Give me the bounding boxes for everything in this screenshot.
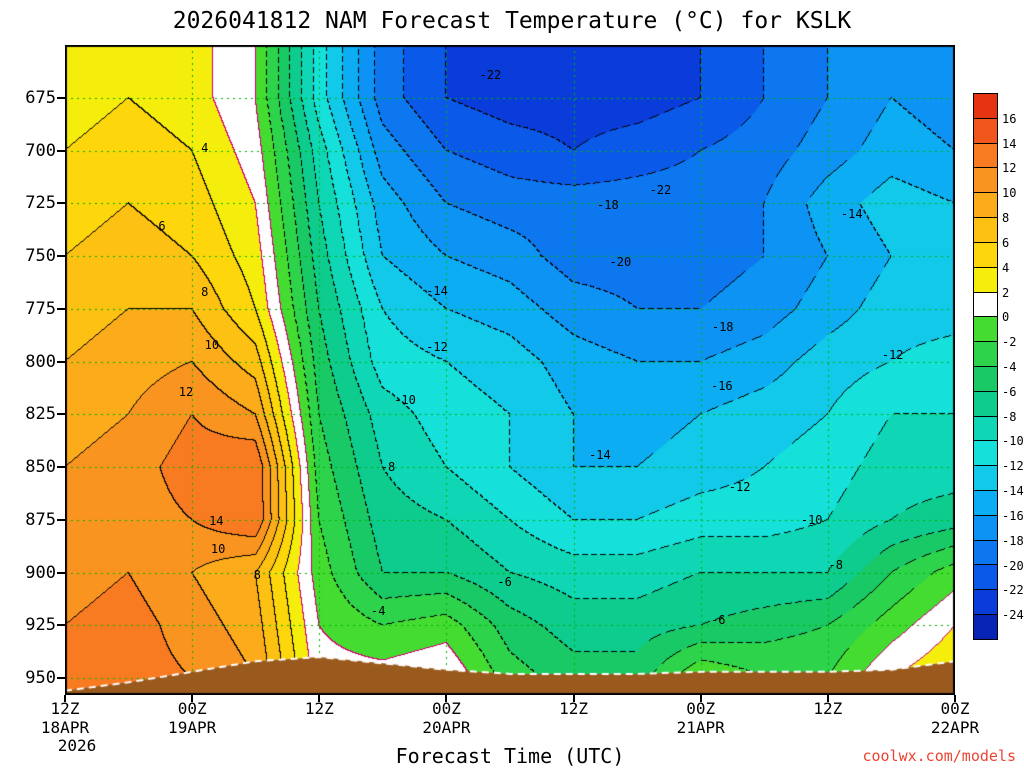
colorbar [973,93,998,640]
colorbar-label: -18 [1002,533,1024,548]
colorbar-cell [973,390,998,417]
colorbar-cell [973,291,998,318]
x-tick-mark [572,695,575,702]
y-tick-label: 825 [25,404,56,425]
y-tick-mark [57,677,65,680]
colorbar-cell [973,415,998,442]
colorbar-label: -16 [1002,508,1024,523]
colorbar-cell [973,514,998,541]
x-tick-mark [954,695,956,702]
x-tick-mark [191,695,194,702]
x-tick-mark [826,695,829,702]
y-tick-mark [57,466,65,469]
y-tick-label: 750 [25,246,56,267]
colorbar-label: 14 [1002,136,1017,151]
y-tick-mark [57,149,65,152]
y-tick-mark [57,413,65,416]
colorbar-label: -12 [1002,459,1024,474]
colorbar-label: -2 [1002,335,1017,350]
y-tick-label: 875 [25,509,56,530]
colorbar-cell [973,241,998,268]
y-tick-label: 925 [25,615,56,636]
colorbar-label: 6 [1002,235,1010,250]
x-tick-mark [318,695,321,702]
colorbar-cell [973,539,998,566]
colorbar-label: 16 [1002,111,1017,126]
colorbar-label: -22 [1002,583,1024,598]
colorbar-cell [973,167,998,194]
colorbar-cell [973,93,998,119]
colorbar-cell [973,614,998,640]
colorbar-label: -14 [1002,484,1024,499]
colorbar-label: -6 [1002,384,1017,399]
y-tick-mark [57,96,65,99]
y-tick-mark [57,518,65,521]
colorbar-cell [973,316,998,343]
colorbar-cell [973,117,998,144]
contour-field-canvas [65,45,955,695]
colorbar-cell [973,589,998,616]
y-tick-mark [57,202,65,205]
colorbar-cell [973,490,998,516]
x-tick-label: 00Z [686,699,716,718]
colorbar-cell [973,341,998,367]
colorbar-label: -4 [1002,360,1017,374]
colorbar-label: -20 [1002,558,1024,573]
colorbar-label: 2 [1002,285,1010,300]
plot-area: -22 4 -22 -18 -14 6 -20 8 -14 -18 10 -12 -12 -16 12 -10… [65,45,955,695]
x-date-label: 18APR [40,718,90,737]
x-tick-mark [445,695,448,702]
x-date-label: 20APR [422,718,471,737]
x-date-label: 19APR [168,718,217,737]
y-tick-label: 700 [25,140,56,161]
y-tick-label: 900 [25,562,56,583]
colorbar-label: 4 [1002,260,1010,275]
y-tick-label: 775 [25,298,56,319]
x-tick-label: 00Z [177,699,207,718]
y-tick-mark [57,624,65,627]
y-tick-label: 675 [25,87,56,108]
colorbar-cell [973,564,998,591]
colorbar-label: -10 [1002,434,1024,449]
x-tick-mark [699,695,702,702]
colorbar-cell [973,192,998,219]
colorbar-cell [973,365,998,392]
watermark-link[interactable]: coolwx.com/models [862,747,1016,765]
colorbar-cell [973,465,998,491]
x-tick-label: 00Z [431,699,461,718]
colorbar-cell [973,142,998,169]
colorbar-label: 0 [1002,310,1010,325]
colorbar-cell [973,217,998,243]
y-tick-label: 725 [25,193,56,214]
y-tick-label: 800 [25,351,56,372]
x-axis-title: Forecast Time (UTC) [395,744,625,768]
y-tick-mark [57,360,65,363]
x-tick-label: 12Z [304,699,334,718]
colorbar-label: -8 [1002,409,1017,424]
colorbar-label: 12 [1002,161,1017,176]
chart-title: 2026041812 NAM Forecast Temperature (°C)… [172,8,852,34]
x-tick-mark [64,695,66,702]
x-tick-label: 12Z [50,699,80,718]
y-tick-label: 950 [25,668,56,689]
y-tick-mark [57,307,65,310]
y-tick-mark [57,571,65,574]
y-tick-label: 850 [25,457,56,478]
x-year-label: 2026 [57,736,97,755]
colorbar-label: 10 [1002,186,1017,201]
x-tick-label: 12Z [813,699,843,718]
colorbar-cell [973,266,998,293]
colorbar-cell [973,440,998,467]
x-tick-label: 12Z [559,699,589,718]
x-date-label: 22APR [930,718,980,737]
colorbar-label: -24 [1002,608,1024,623]
colorbar-label: 8 [1002,211,1010,226]
y-tick-mark [57,255,65,258]
x-date-label: 21APR [676,718,725,737]
x-tick-label: 00Z [940,699,970,718]
